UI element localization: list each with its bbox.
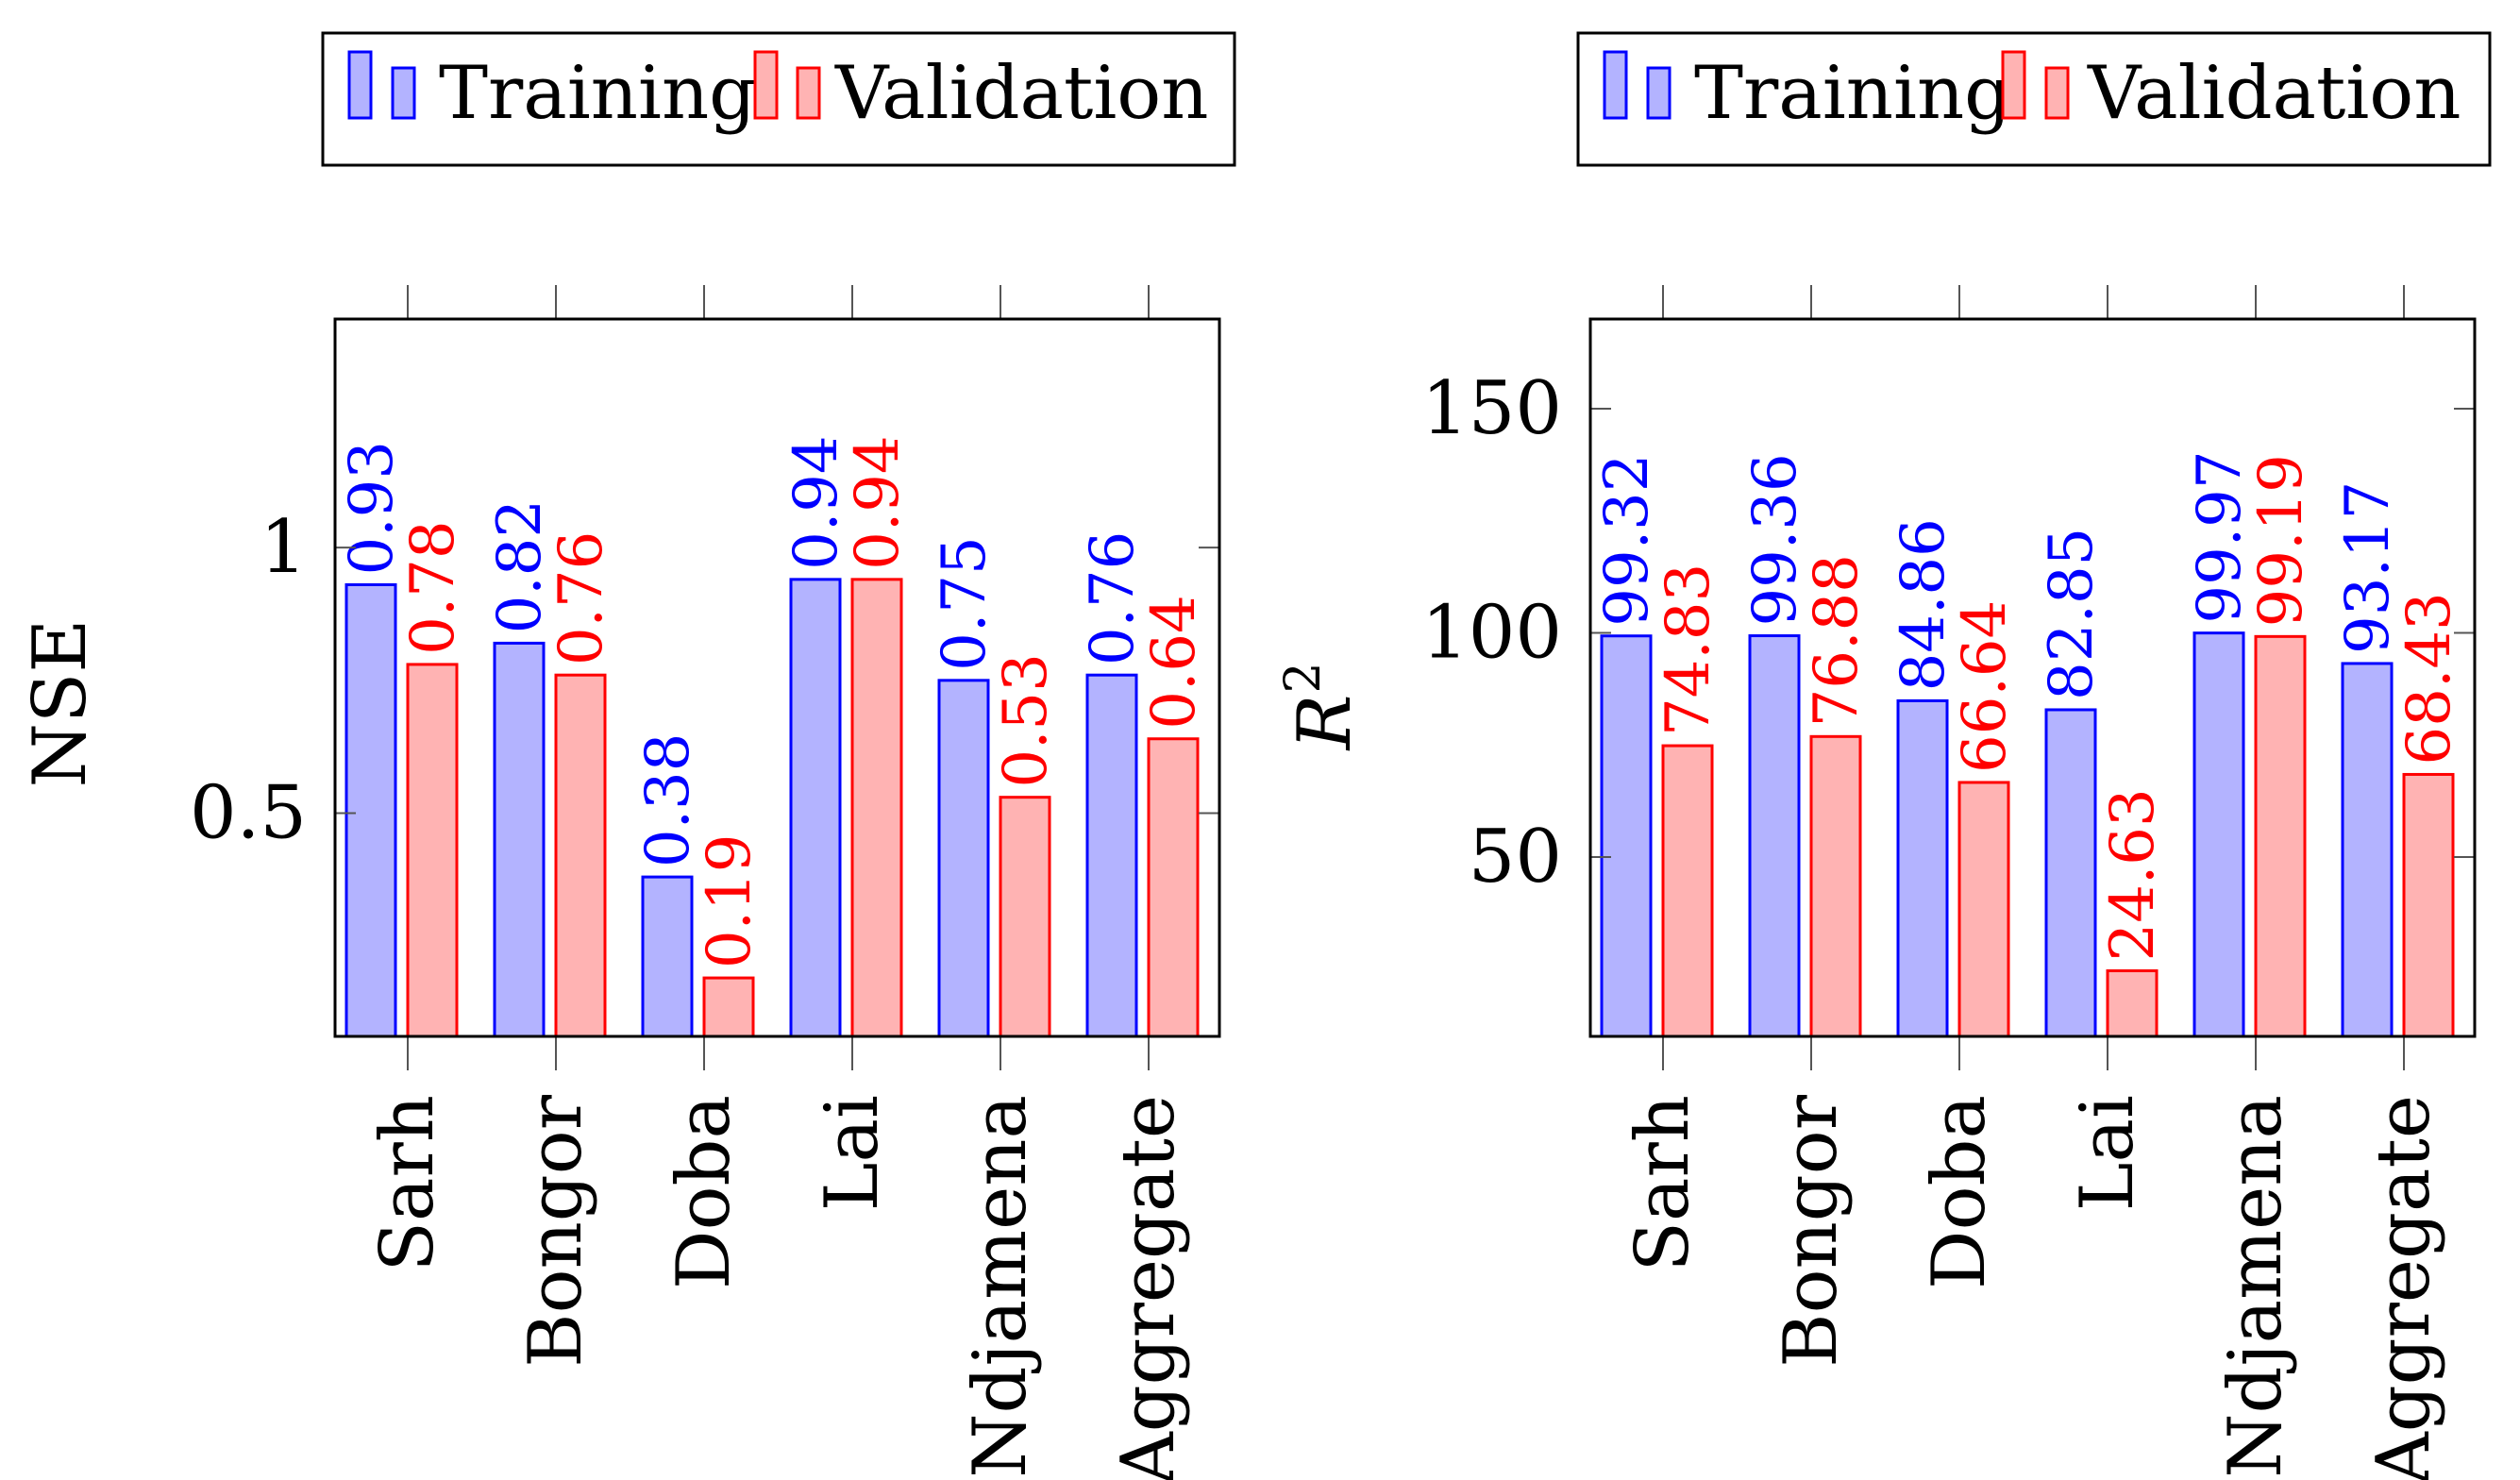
nse-chart: Training Validation NSE 0.930.78 Sarh 0.82…: [18, 31, 1236, 1480]
nse-axis-frame: [333, 317, 1221, 1038]
r2-data-label-training-sarh: 99.32: [1592, 454, 1662, 627]
nse-legend-training-swatch-bar-2: [391, 66, 416, 120]
nse-legend-validation-label: Validation: [834, 51, 1208, 136]
nse-bar-training-lai: [789, 578, 842, 1038]
r2-legend-training-label: Training: [1694, 51, 2011, 136]
nse-x-tick-label-lai: Lai: [810, 1095, 895, 1211]
nse-data-label-training-aggregate: 0.76: [1078, 531, 1148, 666]
nse-bar-validation-ndjamena: [999, 796, 1051, 1038]
r2-x-tick-label-lai: Lai: [2065, 1095, 2150, 1211]
r2-data-label-validation-lai: 24.63: [2098, 788, 2168, 961]
r2-legend-validation-label: Validation: [2087, 51, 2461, 136]
nse-legend: Training Validation: [321, 31, 1236, 167]
r2-bar-validation-ndjamena: [2254, 634, 2307, 1038]
nse-legend-training-swatch-bar-1: [347, 50, 373, 120]
nse-data-label-validation-doba: 0.19: [695, 834, 764, 969]
r2-bar-validation-aggregate: [2402, 772, 2455, 1038]
r2-x-tick-label-sarh: Sarh: [1621, 1095, 1705, 1271]
r2-legend-validation-swatch-bar-1: [2001, 50, 2026, 120]
nse-data-label-validation-bongor: 0.76: [546, 531, 616, 666]
nse-bar-training-ndjamena: [937, 679, 990, 1038]
nse-data-label-training-bongor: 0.82: [485, 499, 555, 634]
nse-legend-training-label: Training: [439, 51, 756, 136]
nse-bar-training-aggregate: [1085, 673, 1138, 1038]
r2-data-label-training-aggregate: 93.17: [2333, 481, 2403, 654]
nse-data-label-training-doba: 0.38: [633, 733, 703, 868]
nse-y-tick-label-0: 0.5: [190, 771, 307, 856]
r2-bar-training-aggregate: [2341, 662, 2394, 1038]
nse-bar-validation-sarh: [406, 663, 459, 1038]
r2-chart: Training Validation R 2 99.3274.83Sarh99…: [1275, 31, 2492, 1480]
nse-bar-validation-aggregate: [1147, 737, 1200, 1038]
nse-data-label-training-sarh: 0.93: [337, 441, 407, 576]
nse-legend-validation-swatch-bar-1: [753, 50, 779, 120]
nse-legend-box: [321, 31, 1236, 167]
nse-y-tick-label-1: 1: [260, 505, 307, 590]
r2-data-label-training-lai: 82.85: [2037, 528, 2107, 700]
r2-bar-validation-bongor: [1809, 734, 1862, 1038]
nse-data-label-training-ndjamena: 0.75: [930, 536, 1000, 671]
r2-x-tick-label-aggregate: Aggregate: [2361, 1095, 2446, 1480]
r2-bar-training-doba: [1896, 698, 1949, 1038]
nse-legend-validation-swatch: [753, 50, 821, 120]
nse-bar-validation-doba: [702, 976, 755, 1038]
nse-bar-validation-lai: [850, 578, 903, 1038]
r2-data-label-validation-bongor: 76.88: [1802, 554, 1872, 727]
nse-data-label-validation-ndjamena: 0.53: [991, 653, 1061, 788]
nse-data-label-training-lai: 0.94: [781, 435, 851, 570]
r2-legend-training-swatch-bar-2: [1646, 66, 1672, 120]
r2-data-label-training-ndjamena: 99.97: [2185, 450, 2255, 623]
nse-y-axis-label: NSE: [18, 619, 103, 788]
nse-x-tick-label-ndjamena: Ndjamena: [958, 1095, 1043, 1478]
r2-x-tick-label-doba: Doba: [1917, 1095, 2002, 1289]
nse-bar-validation-bongor: [554, 673, 607, 1038]
r2-bar-training-bongor: [1748, 634, 1801, 1038]
r2-y-axis-label: R 2: [1275, 662, 1368, 751]
r2-bar-training-lai: [2044, 708, 2097, 1038]
nse-data-label-validation-lai: 0.94: [843, 435, 913, 570]
r2-data-label-validation-sarh: 74.83: [1654, 563, 1723, 736]
r2-y-tick-label-2: 150: [1421, 366, 1562, 451]
r2-legend: Training Validation: [1576, 31, 2492, 167]
nse-legend-validation-swatch-bar-2: [796, 66, 821, 120]
nse-legend-training-swatch: [347, 50, 416, 120]
nse-data-label-validation-sarh: 0.78: [398, 520, 468, 655]
r2-data-label-validation-doba: 66.64: [1950, 600, 2020, 773]
nse-bar-training-doba: [641, 875, 694, 1038]
r2-y-axis-label-superscript: 2: [1275, 662, 1332, 693]
nse-data-label-validation-aggregate: 0.64: [1139, 595, 1209, 730]
r2-y-tick-label-0: 50: [1469, 815, 1562, 900]
r2-legend-validation-swatch-bar-2: [2044, 66, 2070, 120]
r2-data-label-validation-ndjamena: 99.19: [2246, 454, 2316, 627]
r2-bar-training-ndjamena: [2192, 631, 2245, 1038]
r2-legend-training-swatch: [1603, 50, 1672, 120]
r2-data-label-validation-aggregate: 68.43: [2394, 592, 2464, 765]
nse-plot-area: 0.930.78Sarh0.820.76Bongor0.380.19Doba0.…: [190, 285, 1221, 1480]
r2-legend-validation-swatch: [2001, 50, 2070, 120]
r2-data-label-training-bongor: 99.36: [1740, 453, 1810, 626]
r2-bar-training-sarh: [1600, 634, 1653, 1038]
nse-bar-training-bongor: [493, 641, 546, 1038]
nse-bar-training-sarh: [344, 582, 397, 1038]
r2-x-tick-label-ndjamena: Ndjamena: [2213, 1095, 2298, 1478]
r2-y-tick-label-1: 100: [1421, 591, 1562, 676]
nse-x-tick-label-bongor: Bongor: [513, 1094, 598, 1367]
r2-y-axis-label-main: R: [1283, 695, 1368, 752]
r2-legend-box: [1576, 31, 2492, 167]
r2-axis-frame: [1588, 317, 2477, 1038]
r2-bar-validation-sarh: [1661, 744, 1714, 1038]
nse-x-tick-label-sarh: Sarh: [365, 1095, 450, 1271]
r2-bar-validation-lai: [2106, 969, 2159, 1038]
nse-x-tick-label-doba: Doba: [662, 1095, 747, 1289]
nse-x-tick-label-aggregate: Aggregate: [1106, 1095, 1191, 1480]
r2-bar-validation-doba: [1957, 781, 2010, 1038]
r2-data-label-training-doba: 84.86: [1889, 518, 1958, 691]
r2-x-tick-label-bongor: Bongor: [1769, 1094, 1854, 1367]
r2-legend-training-swatch-bar-1: [1603, 50, 1628, 120]
